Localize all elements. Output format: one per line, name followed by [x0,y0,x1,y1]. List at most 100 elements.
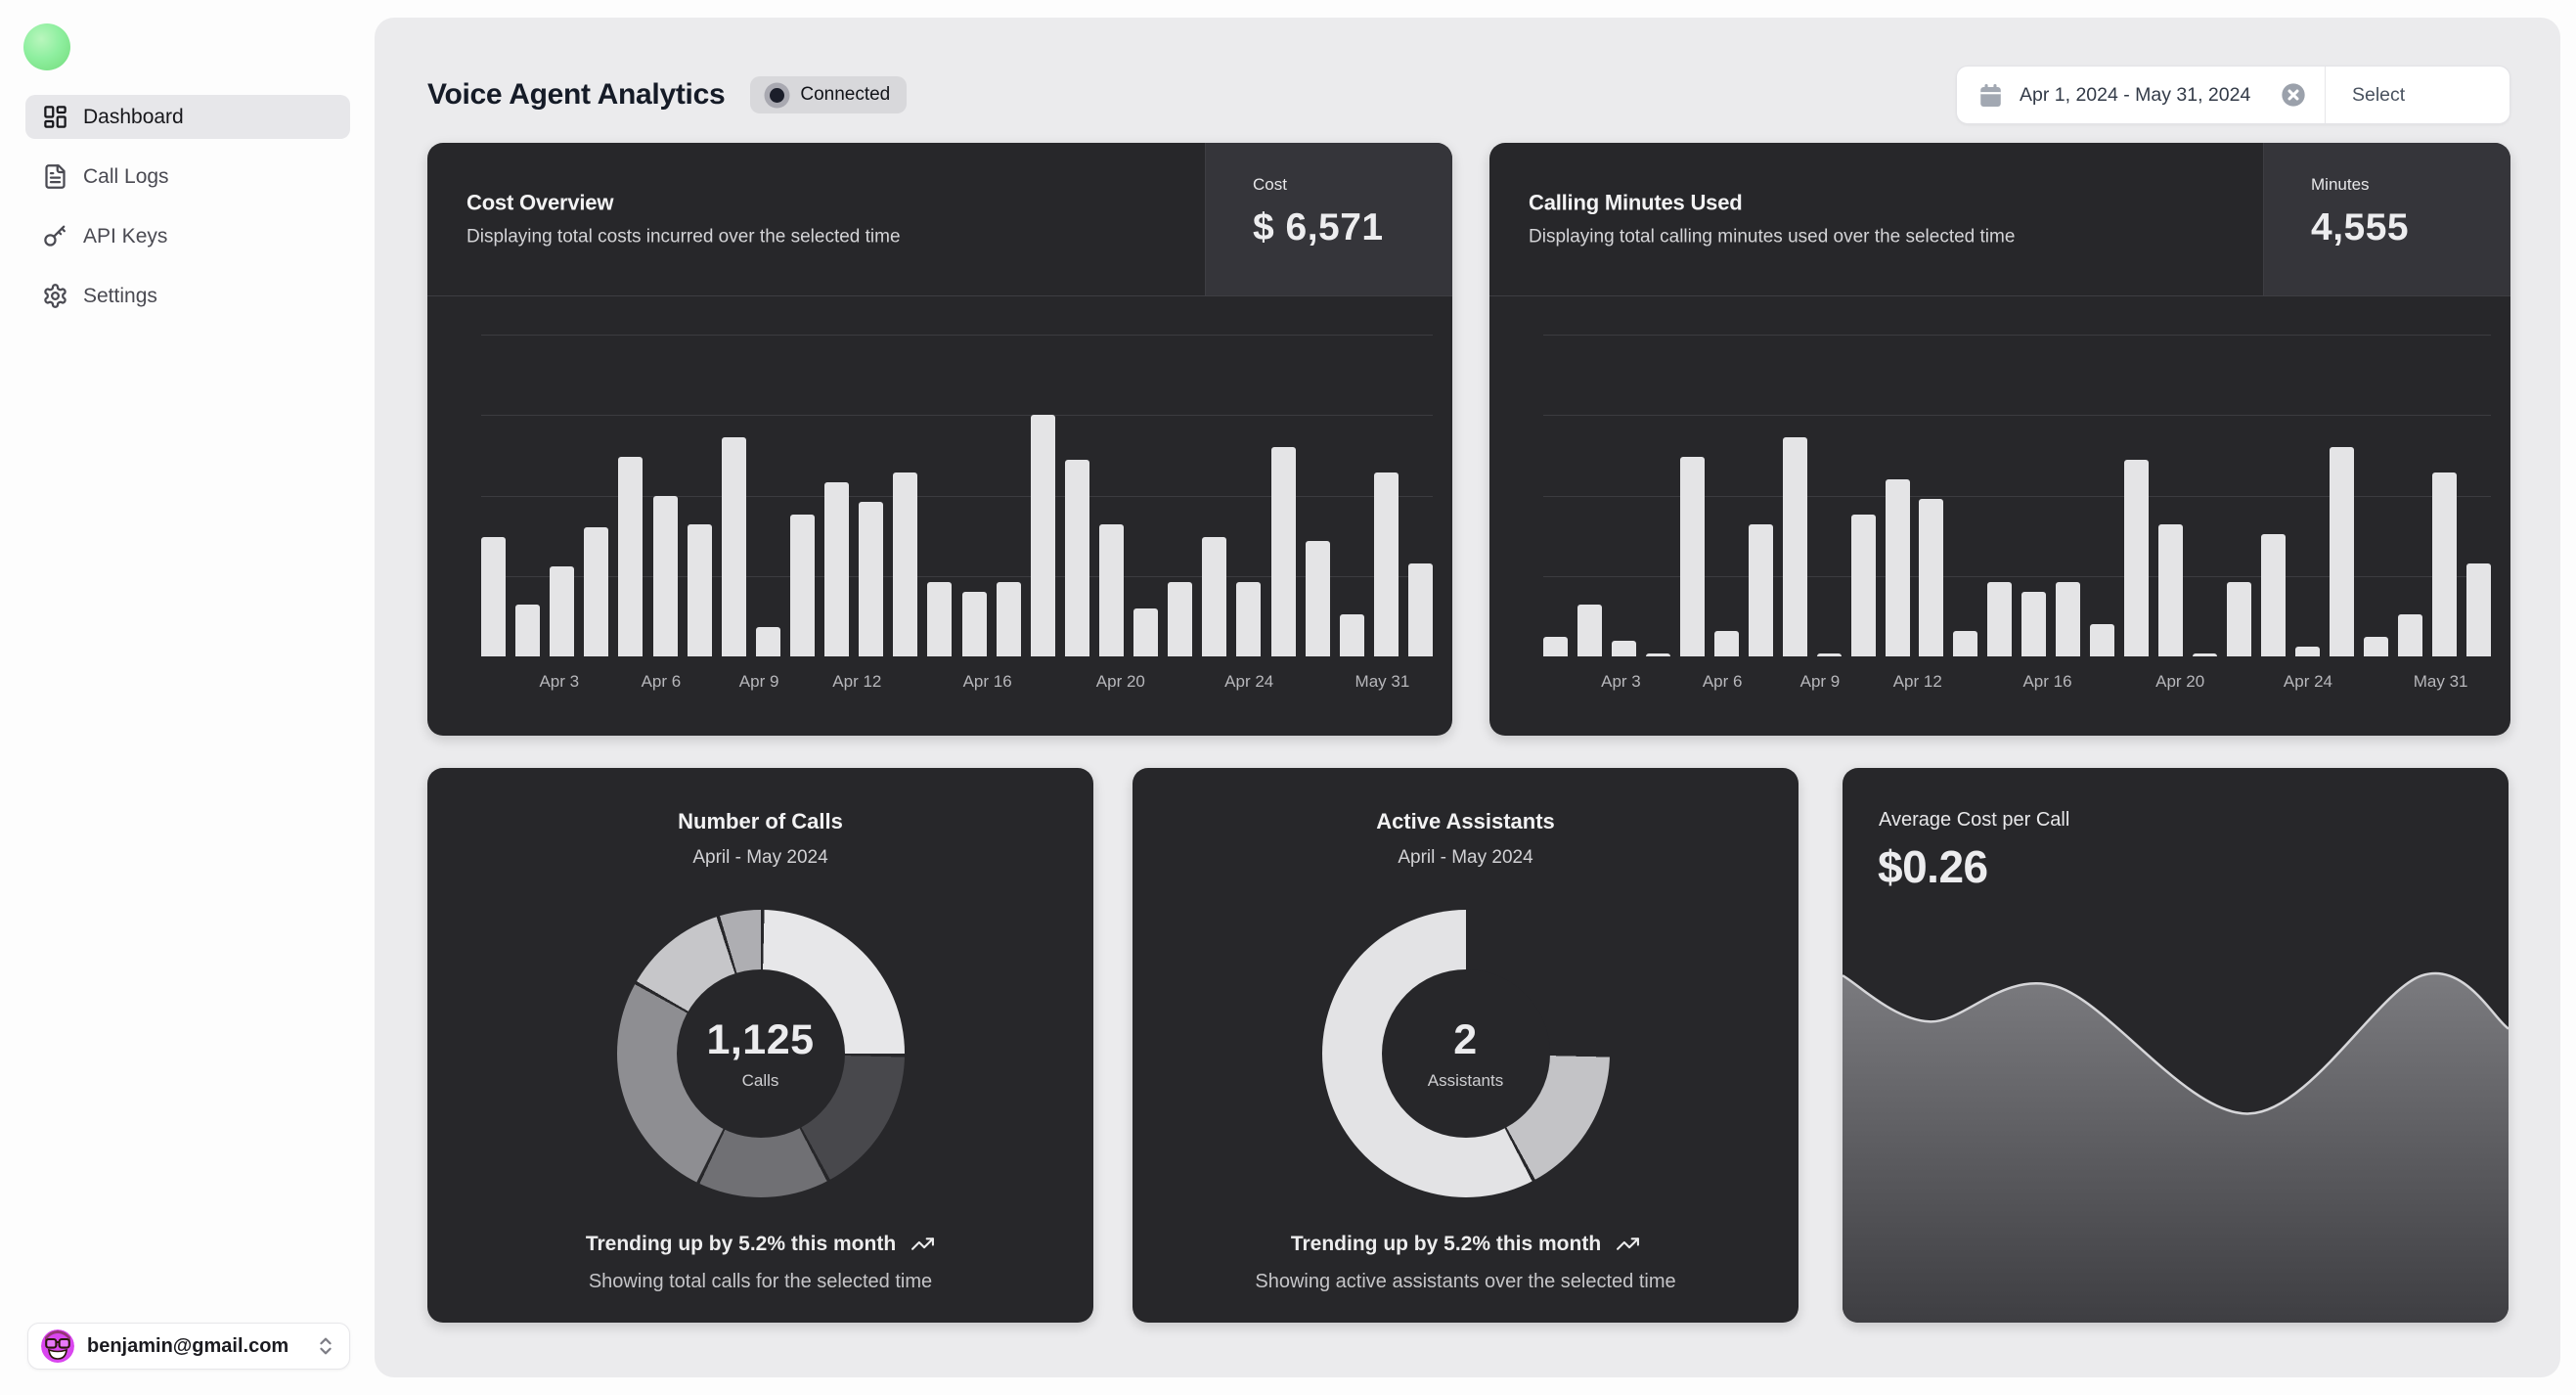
bar [1407,562,1433,656]
minutes-bar-chart[interactable]: Apr 3 Apr 6 Apr 9 Apr 12 Apr 16 Apr 20 Apr 24 M… [1543,335,2491,691]
x-axis-tick: Apr 3 [1601,672,1641,691]
x-axis-tick: Apr 16 [962,672,1012,691]
calls-trend-text: Trending up by 5.2% this month [585,1232,897,1255]
date-select-button[interactable]: Select [2326,67,2509,123]
sidebar-item-call-logs[interactable]: Call Logs [25,155,350,199]
bar [687,524,712,656]
status-dot-icon [770,87,785,103]
bar [2329,447,2354,656]
x-axis-tick: Apr 16 [2022,672,2072,691]
gridline [481,495,1433,497]
cost-bar-chart[interactable]: Apr 3 Apr 6 Apr 9 Apr 12 Apr 16 Apr 20 Apr 24 M… [481,335,1433,691]
bar [2431,472,2457,656]
cost-stat-label: Cost [1253,175,1287,194]
bar [1713,630,1739,656]
bar [1987,582,2013,656]
bar [2090,624,2115,656]
chevrons-up-down-icon [320,1337,332,1355]
bar [1782,437,1807,656]
bar [859,502,884,656]
bar [481,537,506,656]
sidebar-nav: Dashboard Call Logs API Keys Settings [25,95,350,334]
assistants-note: Showing active assistants over the selec… [1255,1271,1676,1292]
minutes-used-header: Calling Minutes Used Displaying total ca… [1489,143,2510,296]
bar [2193,652,2218,656]
bar [1236,582,1262,656]
bar-series [481,335,1433,656]
calls-trend: Trending up by 5.2% this month [586,1232,935,1256]
bar [1270,447,1296,656]
sidebar-item-api-keys[interactable]: API Keys [25,214,350,258]
bar [1202,537,1227,656]
clear-date-icon[interactable] [2280,81,2307,109]
date-range-value-area[interactable]: Apr 1, 2024 - May 31, 2024 [1957,67,2325,123]
minutes-used-title: Calling Minutes Used [1529,190,1743,215]
date-range-picker[interactable]: Apr 1, 2024 - May 31, 2024 Select [1956,66,2510,124]
bar [2158,524,2184,656]
assistants-count: 2 [1453,1016,1478,1063]
avg-cost-card: Average Cost per Call $0.26 [1843,768,2509,1323]
area-line [1843,973,2509,1113]
bar [789,515,815,656]
bar [2294,647,2320,656]
bar [1679,457,1705,656]
bar [755,627,780,656]
x-axis-tick: Apr 12 [1892,672,1942,691]
bar [1168,582,1193,656]
calls-count: 1,125 [706,1016,815,1063]
sidebar-item-label: Call Logs [83,164,169,188]
bar [1919,498,1944,656]
bar [961,592,987,656]
sidebar-item-dashboard[interactable]: Dashboard [25,95,350,139]
bar [2363,637,2388,656]
x-axis-labels: Apr 3 Apr 6 Apr 9 Apr 12 Apr 16 Apr 20 Apr 24 M… [1543,672,2491,696]
minutes-used-subtitle: Displaying total calling minutes used ov… [1529,226,2016,248]
cost-stat-toggle[interactable]: Cost $ 6,571 [1205,143,1452,295]
bar [515,605,541,656]
bar [1305,540,1330,656]
sidebar: Dashboard Call Logs API Keys Settings benja… [0,0,375,1395]
number-of-calls-card: Number of Calls April - May 2024 1,125 C… [427,768,1093,1323]
bar [721,437,746,656]
bar [893,472,918,656]
bar [824,482,850,656]
gridline [481,335,1433,336]
topbar: Voice Agent Analytics Connected Apr 1, 2… [427,65,2510,125]
assistants-trend: Trending up by 5.2% this month [1291,1232,1640,1256]
bar [927,582,953,656]
user-menu[interactable]: benjamin@gmail.com [27,1323,350,1370]
donut-hole [1381,969,1550,1138]
gridline [1543,415,2491,417]
area-fill [1843,972,2509,1323]
file-text-icon [42,163,68,190]
cost-overview-subtitle: Displaying total costs incurred over the… [466,226,901,248]
cost-overview-card: Cost Overview Displaying total costs inc… [427,143,1452,736]
assistants-card-title: Active Assistants [1376,809,1555,833]
x-axis-tick: Apr 24 [2283,672,2333,691]
page-title: Voice Agent Analytics [427,78,726,111]
x-axis-tick: Apr 9 [1799,672,1841,691]
bar [2227,582,2252,656]
avg-cost-area-chart[interactable] [1843,968,2509,1323]
minutes-stat-toggle[interactable]: Minutes 4,555 [2263,143,2510,295]
bar [2397,614,2422,656]
calls-donut-chart[interactable]: 1,125 Calls [616,910,905,1197]
bar [2124,460,2150,656]
assistants-trend-text: Trending up by 5.2% this month [1290,1232,1602,1255]
calls-card-title: Number of Calls [678,809,843,833]
bar [1953,630,1978,656]
date-range-text: Apr 1, 2024 - May 31, 2024 [2020,83,2251,106]
minutes-stat-value: 4,555 [2311,206,2410,248]
bar [1850,515,1876,656]
sidebar-item-settings[interactable]: Settings [25,274,350,318]
bar [1133,608,1159,656]
assistants-donut-chart[interactable]: 2 Assistants [1321,910,1610,1197]
trending-up-icon [911,1238,935,1250]
cost-stat-value: $ 6,571 [1253,206,1384,248]
active-assistants-card: Active Assistants April - May 2024 2 Ass… [1133,768,1799,1323]
bar-series [1543,335,2491,656]
gridline [1543,335,2491,336]
date-picker-divider [2324,67,2326,123]
app-logo[interactable] [23,23,70,70]
assistants-card-subtitle: April - May 2024 [1398,847,1533,868]
